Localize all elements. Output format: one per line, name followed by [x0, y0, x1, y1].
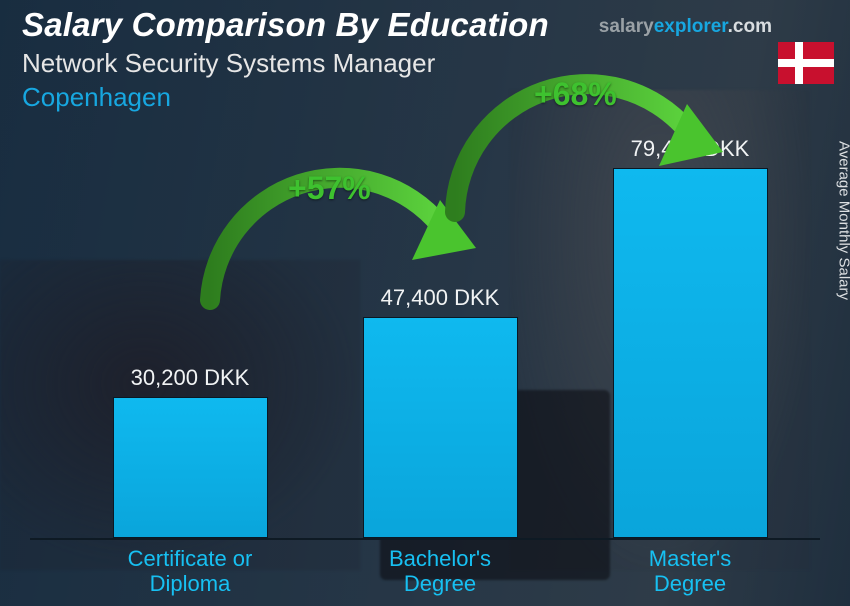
- flag-icon: [778, 42, 834, 84]
- chart-baseline: [30, 538, 820, 540]
- bar-label: Bachelor'sDegree: [330, 546, 550, 597]
- job-title: Network Security Systems Manager: [22, 48, 435, 79]
- y-axis-label: Average Monthly Salary: [836, 141, 850, 300]
- brand-part-3: .com: [728, 16, 772, 37]
- city-label: Copenhagen: [22, 82, 171, 113]
- page-title: Salary Comparison By Education: [22, 6, 549, 44]
- brand-part-1: salary: [599, 16, 654, 37]
- infographic-canvas: Salary Comparison By Education Network S…: [0, 0, 850, 606]
- bar-label: Master'sDegree: [580, 546, 800, 597]
- bar-label: Certificate orDiploma: [80, 546, 300, 597]
- increase-label-1: +57%: [288, 170, 371, 207]
- bar-value: 30,200 DKK: [80, 365, 300, 391]
- increase-label-2: +68%: [534, 76, 617, 113]
- brand-part-2: explorer: [654, 16, 728, 37]
- bar: [113, 397, 268, 538]
- increase-arrow-2: [435, 40, 725, 240]
- bar: [363, 317, 518, 538]
- brand-label: salaryexplorer.com: [599, 16, 772, 38]
